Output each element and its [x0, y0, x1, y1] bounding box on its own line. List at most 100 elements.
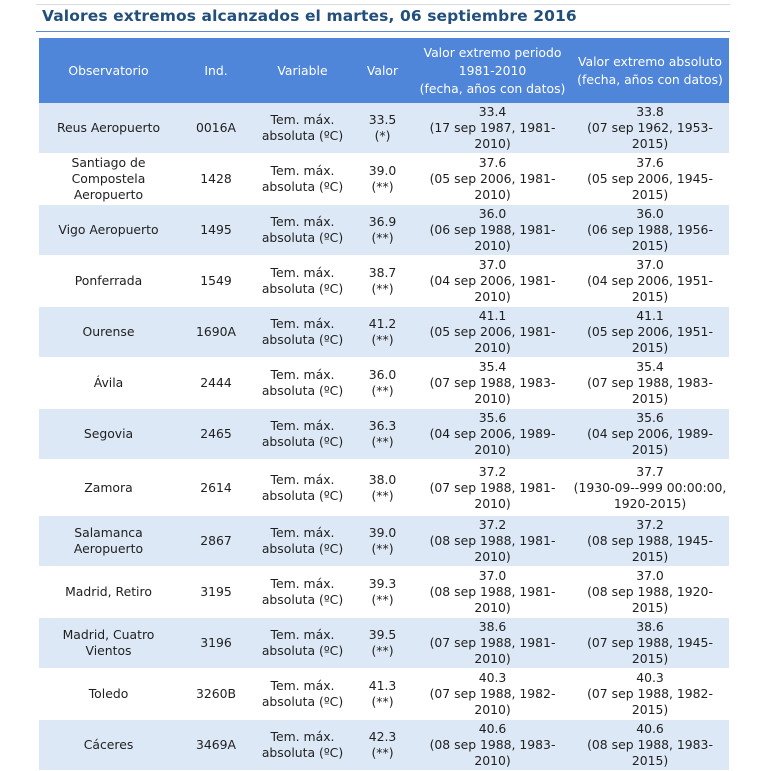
- cell-observatorio: Vigo Aeropuerto: [39, 204, 178, 256]
- cell-ind: 3195: [178, 566, 254, 618]
- cell-ind: 1495: [178, 204, 254, 256]
- cell-periodo: 41.1 (05 sep 2006, 1981-2010): [414, 306, 571, 358]
- cell-valor: 42.3 (**): [351, 719, 414, 771]
- cell-valor: 36.0 (**): [351, 357, 414, 409]
- cell-observatorio: Toledo: [39, 668, 178, 720]
- cell-periodo: 35.4 (07 sep 1988, 1983-2010): [414, 357, 571, 409]
- cell-variable: Tem. máx. absoluta (ºC): [254, 204, 351, 256]
- cell-valor: 39.5 (**): [351, 617, 414, 669]
- page: Valores extremos alcanzados el martes, 0…: [36, 4, 730, 771]
- cell-absoluto: 37.0 (08 sep 1988, 1920-2015): [571, 566, 729, 618]
- cell-periodo: 35.6 (04 sep 2006, 1989-2010): [414, 408, 571, 460]
- cell-absoluto: 37.7 (1930-09--999 00:00:00, 1920-2015): [571, 459, 729, 516]
- table-row: Segovia 2465 Tem. máx. absoluta (ºC) 36.3 (…: [39, 408, 729, 460]
- cell-variable: Tem. máx. absoluta (ºC): [254, 566, 351, 618]
- cell-periodo: 37.2 (08 sep 1988, 1981-2010): [414, 515, 571, 567]
- cell-absoluto: 37.0 (04 sep 2006, 1951-2015): [571, 255, 729, 307]
- cell-observatorio: Ourense: [39, 306, 178, 358]
- table-row: Madrid, Retiro 3195 Tem. máx. absoluta (ºC…: [39, 566, 729, 618]
- table-row: Salamanca Aeropuerto 2867 Tem. máx. absolu…: [39, 515, 729, 567]
- cell-valor: 39.0 (**): [351, 515, 414, 567]
- cell-absoluto: 40.6 (08 sep 1988, 1983-2015): [571, 719, 729, 771]
- cell-valor: 36.9 (**): [351, 204, 414, 256]
- title-bar: Valores extremos alcanzados el martes, 0…: [36, 4, 730, 32]
- cell-observatorio: Zamora: [39, 459, 178, 516]
- table-row: Santiago de Compostela Aeropuerto 1428 Tem…: [39, 153, 729, 205]
- cell-ind: 2614: [178, 459, 254, 516]
- cell-absoluto: 36.0 (06 sep 1988, 1956-2015): [571, 204, 729, 256]
- cell-observatorio: Segovia: [39, 408, 178, 460]
- cell-ind: 1428: [178, 153, 254, 205]
- cell-valor: 39.0 (**): [351, 153, 414, 205]
- cell-observatorio: Madrid, Cuatro Vientos: [39, 617, 178, 669]
- header-variable: Variable: [254, 38, 351, 103]
- cell-absoluto: 38.6 (07 sep 1988, 1945-2015): [571, 617, 729, 669]
- table-row: Ponferrada 1549 Tem. máx. absoluta (ºC) 38.…: [39, 255, 729, 307]
- cell-periodo: 37.0 (04 sep 2006, 1981-2010): [414, 255, 571, 307]
- cell-periodo: 40.3 (07 sep 1988, 1982-2010): [414, 668, 571, 720]
- cell-absoluto: 35.6 (04 sep 2006, 1989-2015): [571, 408, 729, 460]
- cell-ind: 3196: [178, 617, 254, 669]
- cell-absoluto: 41.1 (05 sep 2006, 1951-2015): [571, 306, 729, 358]
- cell-ind: 1690A: [178, 306, 254, 358]
- cell-ind: 2444: [178, 357, 254, 409]
- cell-variable: Tem. máx. absoluta (ºC): [254, 103, 351, 154]
- cell-periodo: 38.6 (07 sep 1988, 1981-2010): [414, 617, 571, 669]
- cell-observatorio: Ávila: [39, 357, 178, 409]
- cell-absoluto: 33.8 (07 sep 1962, 1953-2015): [571, 103, 729, 154]
- cell-periodo: 37.6 (05 sep 2006, 1981-2010): [414, 153, 571, 205]
- cell-variable: Tem. máx. absoluta (ºC): [254, 357, 351, 409]
- table-row: Cáceres 3469A Tem. máx. absoluta (ºC) 42.3 …: [39, 719, 729, 771]
- cell-variable: Tem. máx. absoluta (ºC): [254, 668, 351, 720]
- cell-observatorio: Salamanca Aeropuerto: [39, 515, 178, 567]
- table-row: Madrid, Cuatro Vientos 3196 Tem. máx. abso…: [39, 617, 729, 669]
- cell-variable: Tem. máx. absoluta (ºC): [254, 515, 351, 567]
- table-header-row: Observatorio Ind. Variable Valor Valor e…: [39, 38, 729, 103]
- cell-variable: Tem. máx. absoluta (ºC): [254, 719, 351, 771]
- header-valor: Valor: [351, 38, 414, 103]
- cell-valor: 38.0 (**): [351, 459, 414, 516]
- table-row: Reus Aeropuerto 0016A Tem. máx. absoluta (…: [39, 103, 729, 154]
- cell-variable: Tem. máx. absoluta (ºC): [254, 153, 351, 205]
- cell-variable: Tem. máx. absoluta (ºC): [254, 459, 351, 516]
- cell-observatorio: Cáceres: [39, 719, 178, 771]
- cell-observatorio: Reus Aeropuerto: [39, 103, 178, 154]
- header-absoluto: Valor extremo absoluto (fecha, años con …: [571, 38, 729, 103]
- cell-absoluto: 40.3 (07 sep 1988, 1982-2015): [571, 668, 729, 720]
- cell-valor: 39.3 (**): [351, 566, 414, 618]
- cell-absoluto: 37.2 (08 sep 1988, 1945-2015): [571, 515, 729, 567]
- cell-ind: 1549: [178, 255, 254, 307]
- table-row: Zamora 2614 Tem. máx. absoluta (ºC) 38.0 (*…: [39, 459, 729, 516]
- header-ind: Ind.: [178, 38, 254, 103]
- cell-variable: Tem. máx. absoluta (ºC): [254, 617, 351, 669]
- cell-valor: 38.7 (**): [351, 255, 414, 307]
- cell-ind: 2867: [178, 515, 254, 567]
- table-row: Ourense 1690A Tem. máx. absoluta (ºC) 41.2 …: [39, 306, 729, 358]
- page-title: Valores extremos alcanzados el martes, 0…: [42, 7, 577, 25]
- cell-periodo: 33.4 (17 sep 1987, 1981-2010): [414, 103, 571, 154]
- cell-observatorio: Santiago de Compostela Aeropuerto: [39, 153, 178, 205]
- cell-observatorio: Ponferrada: [39, 255, 178, 307]
- cell-periodo: 36.0 (06 sep 1988, 1981-2010): [414, 204, 571, 256]
- cell-ind: 2465: [178, 408, 254, 460]
- table-row: Toledo 3260B Tem. máx. absoluta (ºC) 41.3 (…: [39, 668, 729, 720]
- cell-ind: 3260B: [178, 668, 254, 720]
- table-row: Vigo Aeropuerto 1495 Tem. máx. absoluta (º…: [39, 204, 729, 256]
- cell-variable: Tem. máx. absoluta (ºC): [254, 306, 351, 358]
- header-periodo: Valor extremo periodo 1981-2010 (fecha, …: [414, 38, 571, 103]
- cell-variable: Tem. máx. absoluta (ºC): [254, 255, 351, 307]
- cell-ind: 0016A: [178, 103, 254, 154]
- cell-periodo: 37.0 (08 sep 1988, 1981-2010): [414, 566, 571, 618]
- cell-ind: 3469A: [178, 719, 254, 771]
- cell-observatorio: Madrid, Retiro: [39, 566, 178, 618]
- header-observatorio: Observatorio: [39, 38, 178, 103]
- cell-variable: Tem. máx. absoluta (ºC): [254, 408, 351, 460]
- table-body: Reus Aeropuerto 0016A Tem. máx. absoluta (…: [39, 103, 729, 771]
- extremes-table: Observatorio Ind. Variable Valor Valor e…: [39, 38, 729, 771]
- table-row: Ávila 2444 Tem. máx. absoluta (ºC) 36.0 (**…: [39, 357, 729, 409]
- cell-absoluto: 37.6 (05 sep 2006, 1945-2015): [571, 153, 729, 205]
- cell-periodo: 37.2 (07 sep 1988, 1981-2010): [414, 459, 571, 516]
- cell-valor: 41.2 (**): [351, 306, 414, 358]
- cell-valor: 33.5 (*): [351, 103, 414, 154]
- cell-valor: 36.3 (**): [351, 408, 414, 460]
